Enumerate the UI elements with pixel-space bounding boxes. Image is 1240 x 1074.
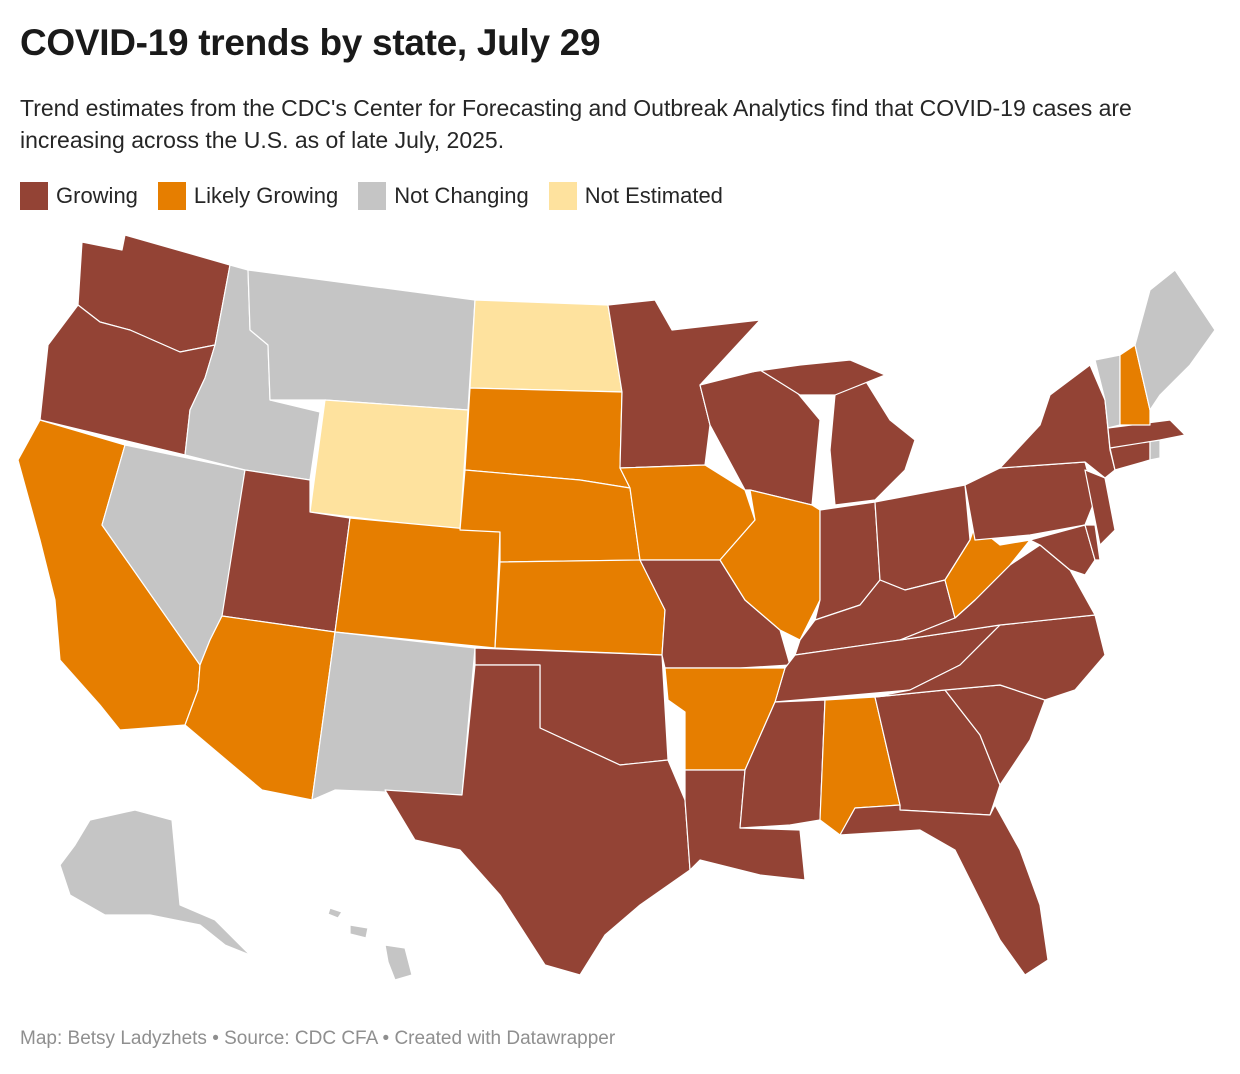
state-wy[interactable]	[309, 399, 469, 531]
state-ri[interactable]	[1149, 439, 1161, 461]
state-ak[interactable]	[59, 809, 251, 956]
legend: Growing Likely Growing Not Changing Not …	[20, 182, 723, 210]
state-nh[interactable]	[1119, 344, 1151, 426]
state-tx[interactable]	[384, 664, 691, 976]
legend-swatch	[157, 182, 186, 210]
state-il[interactable]	[719, 489, 821, 641]
state-ma[interactable]	[1107, 419, 1186, 449]
legend-swatch	[358, 182, 387, 210]
state-nc[interactable]	[874, 614, 1106, 701]
legend-item-growing: Growing	[20, 182, 138, 210]
state-mt[interactable]	[247, 269, 476, 411]
legend-label: Not Estimated	[584, 183, 723, 208]
state-fl[interactable]	[839, 804, 1049, 976]
legend-swatch	[20, 182, 48, 210]
state-nm[interactable]	[311, 631, 476, 801]
chart-footer: Map: Betsy Ladyzhets • Source: CDC CFA •…	[20, 1028, 616, 1049]
chart-title: COVID-19 trends by state, July 29	[20, 22, 601, 63]
state-de[interactable]	[1084, 524, 1101, 561]
state-mi-upper[interactable]	[729, 359, 886, 396]
state-hi[interactable]	[327, 907, 413, 981]
legend-item-not-changing: Not Changing	[358, 182, 529, 210]
legend-label: Growing	[56, 183, 138, 208]
legend-label: Not Changing	[394, 183, 529, 208]
legend-item-likely-growing: Likely Growing	[157, 182, 339, 210]
state-ks[interactable]	[494, 559, 666, 656]
state-nd[interactable]	[469, 299, 623, 393]
legend-item-not-estimated: Not Estimated	[548, 182, 723, 210]
us-state-map	[17, 234, 1216, 981]
legend-swatch	[548, 182, 577, 210]
state-me[interactable]	[1134, 269, 1216, 411]
state-co[interactable]	[334, 517, 501, 649]
state-ny[interactable]	[999, 364, 1116, 479]
state-nj[interactable]	[1084, 469, 1116, 546]
chart-subtitle: Trend estimates from the CDC's Center fo…	[20, 95, 1132, 153]
state-mi[interactable]	[829, 379, 916, 506]
state-vt[interactable]	[1094, 354, 1121, 429]
legend-label: Likely Growing	[193, 183, 339, 208]
